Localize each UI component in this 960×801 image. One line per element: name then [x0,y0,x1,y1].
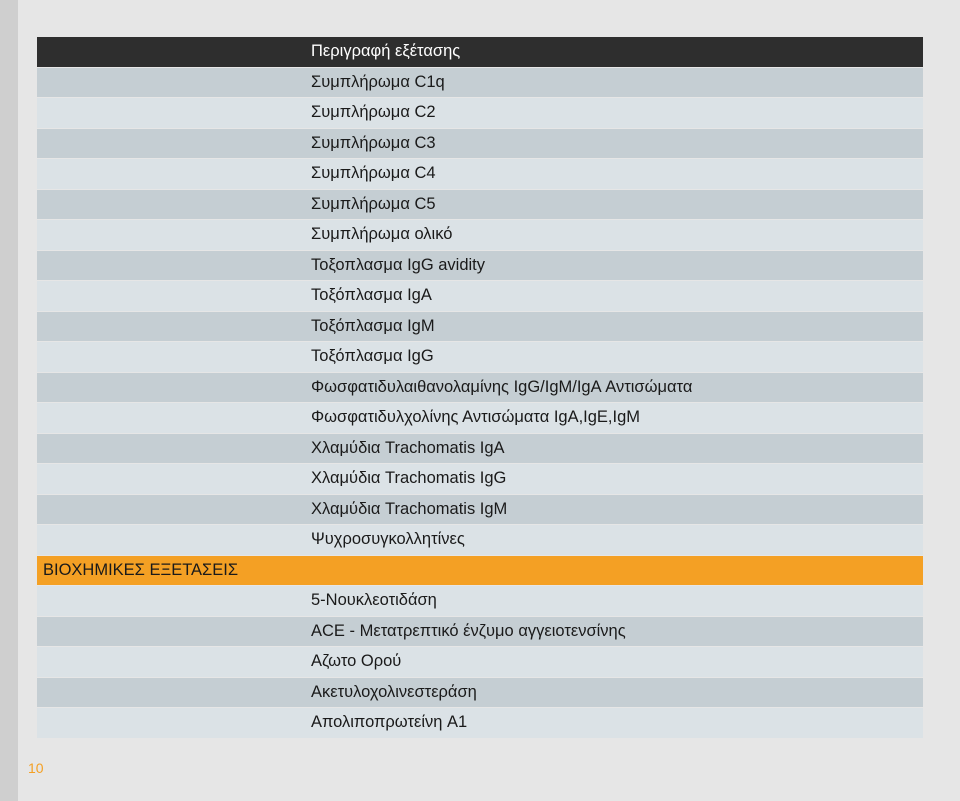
page-number: 10 [28,760,44,776]
exam-description: Αζωτο Ορού [311,652,402,671]
table-row: Χλαμύδια Trachomatis IgM [37,494,923,525]
exam-description: Τοξόπλασμα IgM [311,316,435,335]
category-cell [37,434,311,464]
category-cell [37,68,311,98]
table-row: Απολιποπρωτείνη A1 [37,708,923,738]
category-cell [37,678,311,708]
header-label: Περιγραφή εξέτασης [311,42,461,61]
category-cell [37,220,311,250]
category-cell [37,342,311,372]
table-row: Φωσφατιδυλχολίνης Αντισώματα IgA,IgE,IgM [37,403,923,433]
category-cell [37,403,311,433]
category-cell [37,708,311,738]
exam-description: Συμπλήρωμα C3 [311,133,436,152]
category-cell [37,251,311,281]
exam-description: Ψυχροσυγκολλητίνες [311,530,465,549]
table-row: Ακετυλοχολινεστεράση [37,677,923,708]
page-margin-strip [0,0,18,801]
exam-description: Χλαμύδια Trachomatis IgG [311,469,507,488]
table-row: Τοξόπλασμα IgA [37,281,923,311]
table-row: Τοξόπλασμα IgG [37,342,923,372]
exam-description: Συμπλήρωμα C1q [311,72,445,91]
exam-description: Χλαμύδια Trachomatis IgM [311,499,508,518]
table-row: Χλαμύδια Trachomatis IgA [37,433,923,464]
category-cell [37,312,311,342]
table-row: Τοξόπλασμα IgM [37,311,923,342]
exam-description: Φωσφατιδυλχολίνης Αντισώματα IgA,IgE,IgM [311,408,641,427]
category-cell [37,129,311,159]
section-category-cell: ΒΙΟΧΗΜΙΚΕΣ ΕΞΕΤΑΣΕΙΣ [37,556,311,586]
category-cell [37,98,311,128]
exam-description: Ακετυλοχολινεστεράση [311,682,477,701]
table-body-upper: Συμπλήρωμα C1q Συμπλήρωμα C2 Συμπλήρωμα C3… [37,67,923,555]
category-cell [37,647,311,677]
section-label: ΒΙΟΧΗΜΙΚΕΣ ΕΞΕΤΑΣΕΙΣ [43,561,239,579]
exam-description: Τοξοπλασμα IgG avidity [311,255,486,274]
table-row: Ψυχροσυγκολλητίνες [37,525,923,555]
exam-description: Τοξόπλασμα IgA [311,286,432,305]
table-row: Φωσφατιδυλαιθανολαμίνης IgG/IgM/IgA Αντι… [37,372,923,403]
table-row: Αζωτο Ορού [37,647,923,677]
category-cell [37,525,311,555]
table-header: Περιγραφή εξέτασης [37,37,923,67]
category-cell [37,586,311,616]
exam-description: Τοξόπλασμα IgG [311,347,434,366]
category-cell [37,464,311,494]
table-row: ACE - Μετατρεπτικό ένζυμο αγγειοτενσίνης [37,616,923,647]
category-cell [37,495,311,525]
header-category-cell [37,37,311,67]
table-row: Συμπλήρωμα ολικό [37,220,923,250]
exam-table: Περιγραφή εξέτασης Συμπλήρωμα C1q Συμπλήρ… [37,37,923,739]
table-row: Χλαμύδια Trachomatis IgG [37,464,923,494]
exam-description: ACE - Μετατρεπτικό ένζυμο αγγειοτενσίνης [311,621,626,640]
exam-description: Φωσφατιδυλαιθανολαμίνης IgG/IgM/IgA Αντι… [311,377,693,396]
table-row: Συμπλήρωμα C1q [37,67,923,98]
table-row: 5-Νουκλεοτιδάση [37,586,923,616]
table-row: Συμπλήρωμα C3 [37,128,923,159]
exam-description: Συμπλήρωμα C5 [311,194,436,213]
category-cell [37,190,311,220]
exam-description: Απολιποπρωτείνη A1 [311,713,468,732]
table-row: Συμπλήρωμα C5 [37,189,923,220]
table-body-lower: 5-Νουκλεοτιδάση ACE - Μετατρεπτικό ένζυμο… [37,586,923,738]
category-cell [37,159,311,189]
exam-description: Συμπλήρωμα ολικό [311,225,453,244]
exam-description: Χλαμύδια Trachomatis IgA [311,438,505,457]
table-row: Τοξοπλασμα IgG avidity [37,250,923,281]
category-cell [37,281,311,311]
exam-description: Συμπλήρωμα C4 [311,164,436,183]
table-row: Συμπλήρωμα C2 [37,98,923,128]
table-row: Συμπλήρωμα C4 [37,159,923,189]
category-cell [37,373,311,403]
category-cell [37,617,311,647]
exam-description: 5-Νουκλεοτιδάση [311,591,437,610]
section-row: ΒΙΟΧΗΜΙΚΕΣ ΕΞΕΤΑΣΕΙΣ [37,555,923,586]
exam-description: Συμπλήρωμα C2 [311,103,436,122]
